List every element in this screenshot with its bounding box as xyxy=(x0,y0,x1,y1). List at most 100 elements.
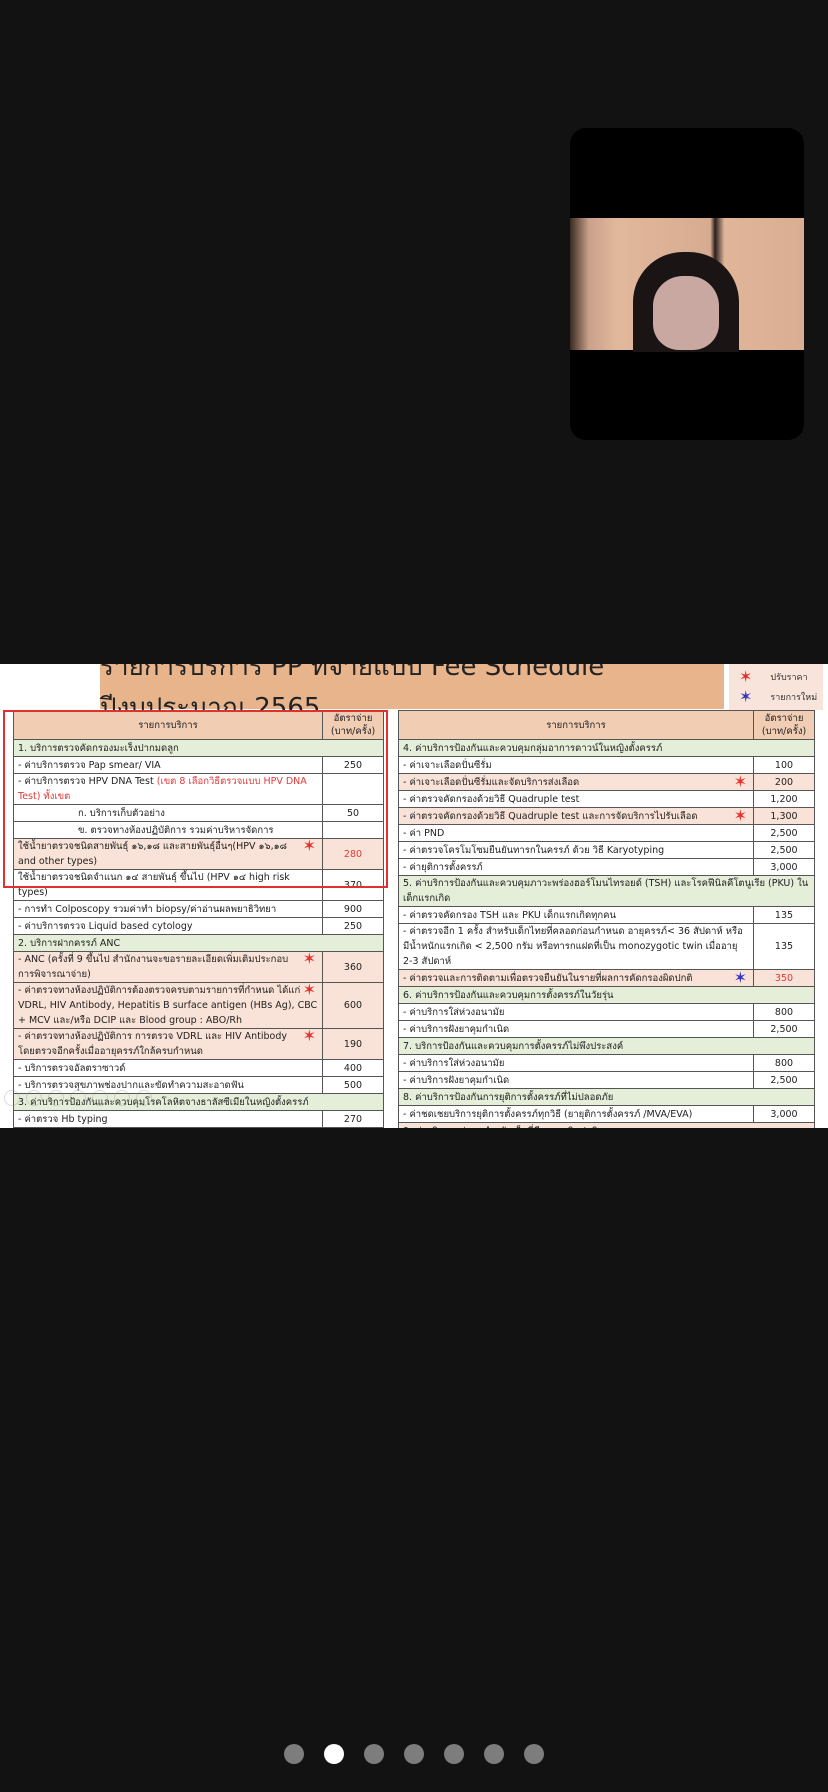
back-icon[interactable] xyxy=(4,1090,20,1106)
participant-video-tile[interactable] xyxy=(570,128,804,440)
grid-icon[interactable] xyxy=(70,1090,86,1106)
red-star-icon: ✶ xyxy=(302,980,316,999)
item-label: ก. บริการเก็บตัวอย่าง xyxy=(78,807,165,819)
zoom-icon[interactable] xyxy=(92,1090,108,1106)
page-dot[interactable] xyxy=(404,1744,424,1764)
item-label: - ค่าตรวจและการติดตามเพื่อตรวจยืนยันในรา… xyxy=(403,972,693,984)
item-rate: 600 xyxy=(322,982,384,1029)
item-rate: 800 xyxy=(753,1003,815,1021)
table-row: - ค่าตรวจคัดกรองด้วยวิธี Quadruple test 1… xyxy=(398,790,815,808)
participant-face xyxy=(653,276,719,350)
table-row: ใช้น้ำยาตรวจชนิดจำแนก ๑๔ สายพันธุ์ ขึ้นไ… xyxy=(13,869,384,901)
pen-icon[interactable] xyxy=(48,1090,64,1106)
item-cell: ✶ - ค่าตรวจคัดกรองด้วยวิธี Quadruple test… xyxy=(398,807,754,825)
legend-item-price-adjusted: ✶ ปรับราคา xyxy=(739,667,808,686)
item-label: - ค่า PND xyxy=(403,827,445,839)
item-cell: - ค่าบริการใส่ห่วงอนามัย xyxy=(398,1003,754,1021)
item-label: - ค่าตรวจคัดกรองด้วยวิธี Quadruple test xyxy=(403,793,580,805)
item-rate: 350 xyxy=(753,969,815,987)
item-label: - ค่าตรวจทางห้องปฏิบัติการต้องตรวจครบตาม… xyxy=(18,985,318,1026)
item-cell: - ค่าบริการตรวจ Liquid based cytology xyxy=(13,917,323,935)
subtitle-icon[interactable] xyxy=(114,1090,130,1106)
table-row: ✶ - ค่าตรวจทางห้องปฏิบัติการต้องตรวจครบตา… xyxy=(13,980,384,1029)
page-indicator[interactable] xyxy=(284,1744,544,1764)
page-dot[interactable] xyxy=(324,1744,344,1764)
table-row: ✶ - ANC (ครั้งที่ 9 ขึ้นไป สำนักงานจะขอรา… xyxy=(13,951,384,983)
item-label: - ค่าตรวจ Hb typing xyxy=(18,1113,108,1125)
table-header: รายการบริการ อัตราจ่าย (บาท/ครั้ง) xyxy=(398,710,815,740)
item-cell: - ค่าตรวจ Alpha - thalassemia 1 xyxy=(13,1127,323,1128)
section-row: 2. บริการฝากครรภ์ ANC xyxy=(13,934,384,952)
item-cell: - ค่า PND xyxy=(398,824,754,842)
page-dot[interactable] xyxy=(524,1744,544,1764)
item-cell: ✶ - ANC (ครั้งที่ 9 ขึ้นไป สำนักงานจะขอรา… xyxy=(13,951,323,983)
section-title: 7. บริการป้องกันและควบคุมการตั้งครรภ์ไม่… xyxy=(398,1037,815,1055)
section-row: 4. ค่าบริการป้องกันและควบคุมกลุ่มอาการดา… xyxy=(398,739,815,757)
table-row: - ค่าบริการใส่ห่วงอนามัย 800 xyxy=(398,1003,815,1021)
item-cell: - ค่าตรวจคัดกรองด้วยวิธี Quadruple test xyxy=(398,790,754,808)
item-rate: 800 xyxy=(753,1054,815,1072)
header-service: รายการบริการ xyxy=(398,710,754,740)
page-dot[interactable] xyxy=(484,1744,504,1764)
table-row: ✶ - ค่าเจาะเลือดปั่นซีรั่มและจัดบริการส่ง… xyxy=(398,773,815,791)
highlight-box xyxy=(3,710,388,888)
item-cell: - ค่าตรวจคัดกรอง TSH และ PKU เด็กแรกเกิด… xyxy=(398,906,754,924)
slide-title: รายการบริการ PP ที่จ่ายแบบ Fee Schedule … xyxy=(100,664,724,723)
red-star-icon: ✶ xyxy=(302,836,316,855)
item-label: - ค่าบริการฝังยาคุมกำเนิด xyxy=(403,1074,510,1086)
item-label: - ค่าตรวจโครโมโซมยืนยันทารกในครรภ์ ด้วย … xyxy=(403,844,665,856)
item-label: - ค่าตรวจอีก 1 ครั้ง สำหรับเด็กไทยที่คลอ… xyxy=(403,926,743,967)
item-cell: - ค่าตรวจ Hb typing xyxy=(13,1110,323,1128)
item-label: - ค่าบริการฝังยาคุมกำเนิด xyxy=(403,1023,510,1035)
item-rate: 3,000 xyxy=(753,1105,815,1123)
item-rate: 2,500 xyxy=(753,824,815,842)
more-icon[interactable] xyxy=(136,1090,152,1106)
section-title: 9. ค่าบริการแว่นตาสำหรับเด็กที่มีสายตาผิ… xyxy=(398,1122,815,1128)
table-row: - ค่าบริการตรวจ HPV DNA Test (เขต 8 เลือ… xyxy=(13,773,384,805)
presentation-toolbar[interactable] xyxy=(4,1090,152,1106)
table-row: - ค่าบริการฝังยาคุมกำเนิด 2,500 xyxy=(398,1071,815,1089)
legend-label: ปรับราคา xyxy=(770,673,808,683)
page-dot[interactable] xyxy=(284,1744,304,1764)
section-title: 8. ค่าบริการป้องกันการยุติการตั้งครรภ์ที… xyxy=(398,1088,815,1106)
left-fee-table: รายการบริการ อัตราจ่าย (บาท/ครั้ง) 1. บริก… xyxy=(13,710,384,1128)
item-cell: - การทำ Colposcopy รวมค่าทำ biopsy/ค่าอ่… xyxy=(13,900,323,918)
item-label: ใช้น้ำยาตรวจชนิดจำแนก ๑๔ สายพันธุ์ ขึ้นไ… xyxy=(18,872,290,898)
page-dot[interactable] xyxy=(364,1744,384,1764)
item-label: - ค่าบริการตรวจ HPV DNA Test xyxy=(18,776,154,787)
item-rate: 360 xyxy=(322,951,384,983)
table-row: - ค่าตรวจอีก 1 ครั้ง สำหรับเด็กไทยที่คลอ… xyxy=(398,923,815,970)
item-rate: 190 xyxy=(322,1028,384,1060)
table-row: ✶ ใช้น้ำยาตรวจชนิดสายพันธุ์ ๑๖,๑๘ และสายพ… xyxy=(13,836,384,870)
item-cell: ✶ - ค่าตรวจทางห้องปฏิบัติการ การตรวจ VDRL… xyxy=(13,1028,323,1060)
item-label: - ค่าตรวจคัดกรองด้วยวิธี Quadruple test … xyxy=(403,810,698,822)
header-rate: อัตราจ่าย (บาท/ครั้ง) xyxy=(753,710,815,740)
page-dot[interactable] xyxy=(444,1744,464,1764)
item-label: ใช้น้ำยาตรวจชนิดสายพันธุ์ ๑๖,๑๘ และสายพั… xyxy=(18,841,287,867)
item-label: - ค่ายุติการตั้งครรภ์ xyxy=(403,861,483,873)
forward-icon[interactable] xyxy=(26,1090,42,1106)
item-rate: 135 xyxy=(753,923,815,970)
item-rate: 250 xyxy=(322,917,384,935)
item-cell: ✶ ใช้น้ำยาตรวจชนิดสายพันธุ์ ๑๖,๑๘ และสายพ… xyxy=(13,836,323,870)
section-title: 5. ค่าบริการป้องกันและควบคุมภาวะพร่องฮอร… xyxy=(398,875,815,907)
table-row: - ค่าตรวจคัดกรอง TSH และ PKU เด็กแรกเกิด… xyxy=(398,906,815,924)
section-title: 2. บริการฝากครรภ์ ANC xyxy=(13,934,384,952)
item-label: - ค่าบริการตรวจ Liquid based cytology xyxy=(18,920,193,932)
red-star-icon: ✶ xyxy=(739,667,753,686)
item-cell: - ค่าตรวจอีก 1 ครั้ง สำหรับเด็กไทยที่คลอ… xyxy=(398,923,754,970)
table-row: - ค่าตรวจ Alpha - thalassemia 1800 xyxy=(13,1127,384,1128)
item-label: ข. ตรวจทางห้องปฏิบัติการ รวมค่าบริหารจัด… xyxy=(78,824,274,836)
item-cell: - ค่าชดเชยบริการยุติการตั้งครรภ์ทุกวิธี … xyxy=(398,1105,754,1123)
table-row: - ค่า PND 2,500 xyxy=(398,824,815,842)
section-row: 6. ค่าบริการป้องกันและควบคุมการตั้งครรภ์… xyxy=(398,986,815,1004)
item-rate: 370 xyxy=(322,869,384,901)
legend: ✶ ปรับราคา ✶ รายการใหม่ xyxy=(729,664,823,710)
item-label: - ANC (ครั้งที่ 9 ขึ้นไป สำนักงานจะขอราย… xyxy=(18,954,289,980)
item-label: - บริการตรวจสุขภาพช่องปากและขัดทำความสะอ… xyxy=(18,1079,244,1091)
item-label: - ค่าบริการใส่ห่วงอนามัย xyxy=(403,1006,505,1018)
table-row: - ค่าตรวจโครโมโซมยืนยันทารกในครรภ์ ด้วย … xyxy=(398,841,815,859)
item-label: - ค่าชดเชยบริการยุติการตั้งครรภ์ทุกวิธี … xyxy=(403,1108,693,1120)
legend-item-new: ✶ รายการใหม่ xyxy=(739,689,817,705)
item-rate: 135 xyxy=(753,906,815,924)
